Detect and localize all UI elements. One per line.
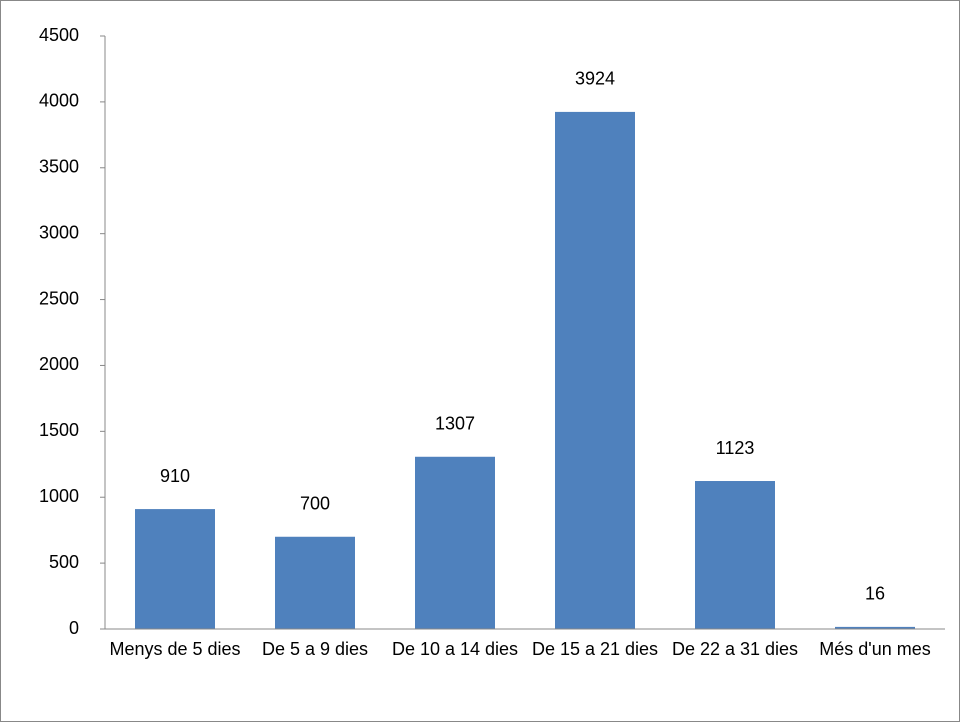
y-tick-label: 4500 <box>39 25 79 45</box>
data-label: 3924 <box>575 69 615 89</box>
y-tick-label: 4000 <box>39 91 79 111</box>
data-label: 700 <box>300 494 330 514</box>
x-tick-label: De 22 a 31 dies <box>671 639 799 659</box>
y-tick-label: 3500 <box>39 157 79 177</box>
data-label: 1307 <box>435 414 475 434</box>
bar <box>555 111 635 630</box>
x-tick-label: De 15 a 21 dies <box>531 639 659 659</box>
y-tick-label: 1000 <box>39 486 79 506</box>
y-tick-label: 2500 <box>39 288 79 308</box>
x-tick-label: Més d'un mes <box>819 639 931 659</box>
y-tick-label: 3000 <box>39 222 79 242</box>
y-tick-label: 2000 <box>39 354 79 374</box>
bar <box>695 481 775 629</box>
bar <box>275 536 355 629</box>
y-tick-label: 1500 <box>39 420 79 440</box>
y-tick-label: 500 <box>49 552 79 572</box>
data-label: 1123 <box>716 438 755 458</box>
bar <box>835 626 915 629</box>
bar <box>135 509 215 629</box>
y-tick-label: 0 <box>69 618 79 638</box>
data-label: 910 <box>160 466 190 486</box>
x-tick-label: De 10 a 14 dies <box>391 639 519 659</box>
x-tick-label: De 5 a 9 dies <box>261 639 369 659</box>
data-label: 16 <box>865 584 885 604</box>
x-tick-label: Menys de 5 dies <box>109 639 241 659</box>
bar <box>415 456 495 629</box>
